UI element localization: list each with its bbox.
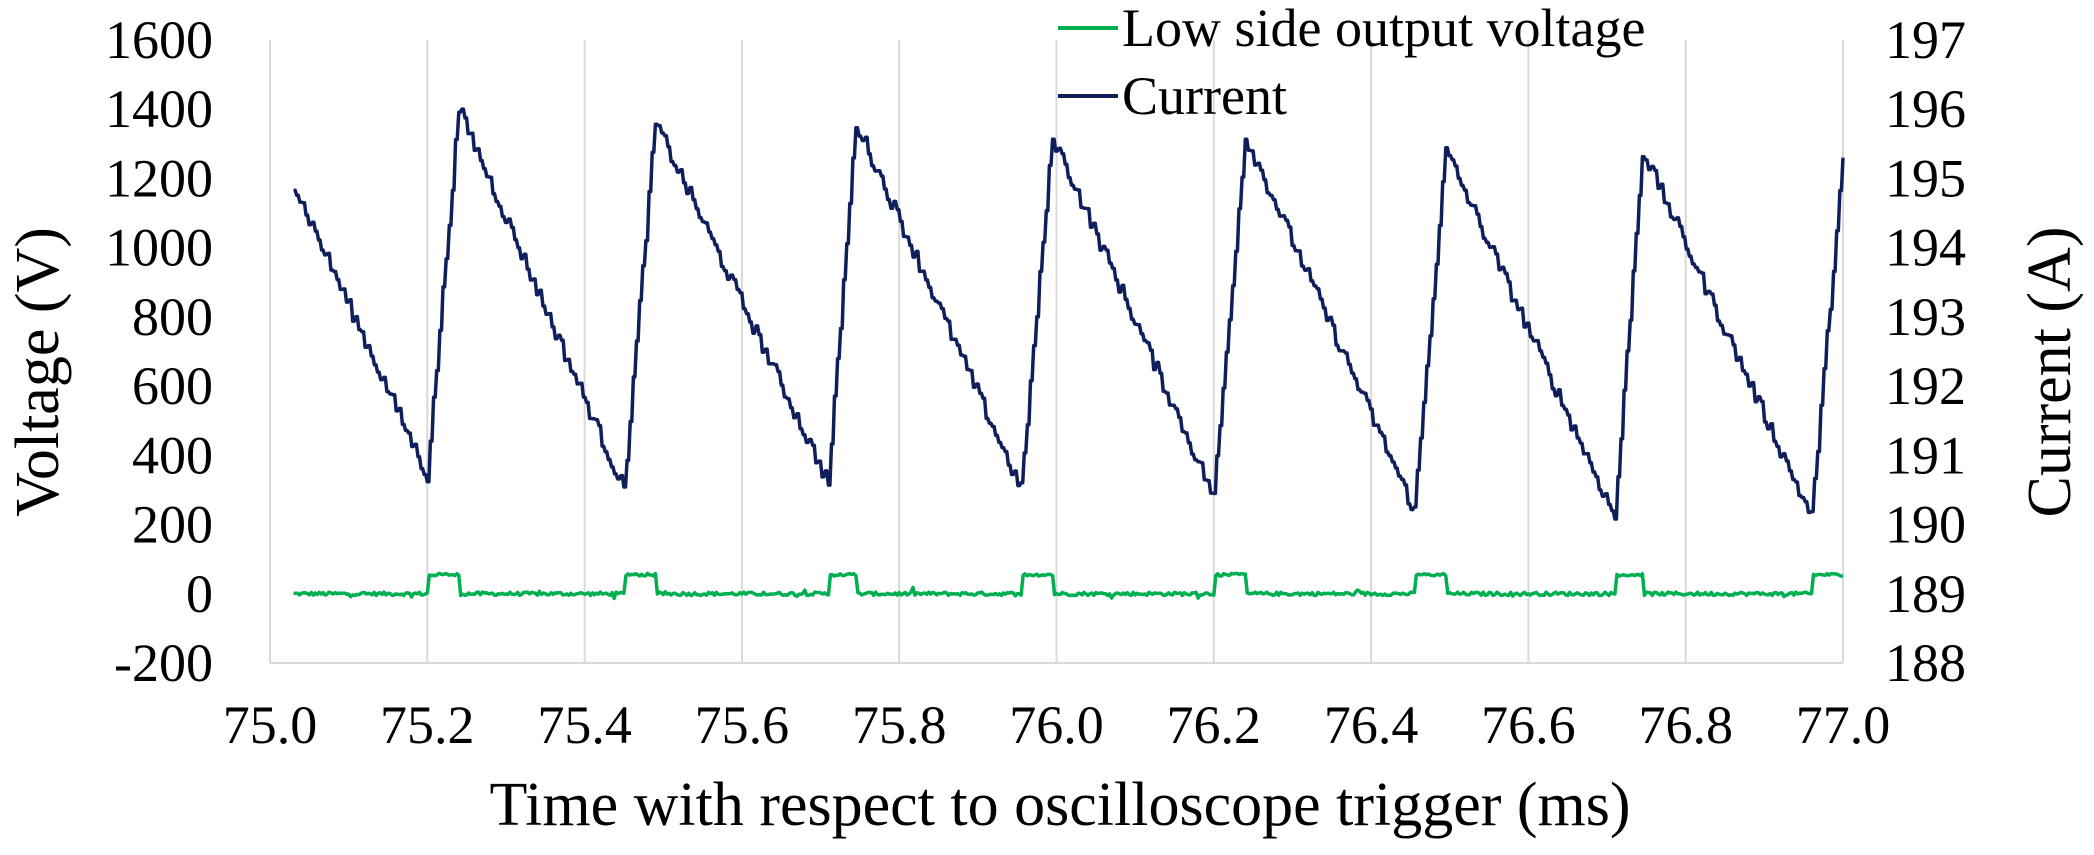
y-axis-ticks: -200 0 200 400 600 800 1000 1200 1400 1600 [105, 10, 213, 693]
x-tick-label: 77.0 [1796, 695, 1891, 755]
x-axis-ticks: 75.0 75.2 75.4 75.6 75.8 76.0 76.2 76.4 76.6 76.8… [223, 695, 1891, 755]
y-tick-label: 0 [186, 564, 213, 624]
series-layer [293, 107, 1845, 601]
y-tick-label: 1000 [105, 218, 213, 278]
series-voltage-line [293, 571, 1843, 601]
y-tick-label: 200 [132, 495, 213, 555]
legend: Low side output voltage Current [1058, 0, 1645, 126]
x-tick-label: 75.4 [537, 695, 632, 755]
grid [269, 40, 1844, 663]
y-tick-label: 600 [132, 356, 213, 416]
y-tick-label: -200 [114, 633, 213, 693]
series-current-line [293, 107, 1845, 521]
y2-tick-label: 194 [1885, 218, 1966, 278]
y2-tick-label: 193 [1885, 287, 1966, 347]
y2-tick-label: 190 [1885, 495, 1966, 555]
legend-label-current: Current [1122, 66, 1287, 126]
x-tick-label: 76.0 [1009, 695, 1104, 755]
y2-tick-label: 197 [1885, 10, 1966, 70]
x-tick-label: 75.6 [695, 695, 790, 755]
x-tick-label: 75.2 [380, 695, 475, 755]
x-tick-label: 76.4 [1324, 695, 1419, 755]
y-tick-label: 400 [132, 425, 213, 485]
x-tick-label: 76.6 [1481, 695, 1576, 755]
y2-tick-label: 192 [1885, 356, 1966, 416]
y-tick-label: 1600 [105, 10, 213, 70]
legend-label-voltage: Low side output voltage [1122, 0, 1645, 58]
y-axis-label: Voltage (V) [4, 227, 72, 517]
x-tick-label: 75.0 [223, 695, 318, 755]
y2-tick-label: 195 [1885, 148, 1966, 208]
y2-tick-label: 196 [1885, 79, 1966, 139]
y2-axis-label: Current (A) [2016, 227, 2084, 518]
y-tick-label: 1200 [105, 148, 213, 208]
x-tick-label: 75.8 [852, 695, 947, 755]
y2-tick-label: 191 [1885, 425, 1966, 485]
y-tick-label: 1400 [105, 79, 213, 139]
x-tick-label: 76.8 [1638, 695, 1733, 755]
x-axis-label: Time with respect to oscilloscope trigge… [489, 771, 1630, 839]
x-tick-label: 76.2 [1167, 695, 1262, 755]
y2-axis-ticks: 188 189 190 191 192 193 194 195 196 197 [1885, 10, 1966, 693]
y-tick-label: 800 [132, 287, 213, 347]
y2-tick-label: 189 [1885, 564, 1966, 624]
y2-tick-label: 188 [1885, 633, 1966, 693]
